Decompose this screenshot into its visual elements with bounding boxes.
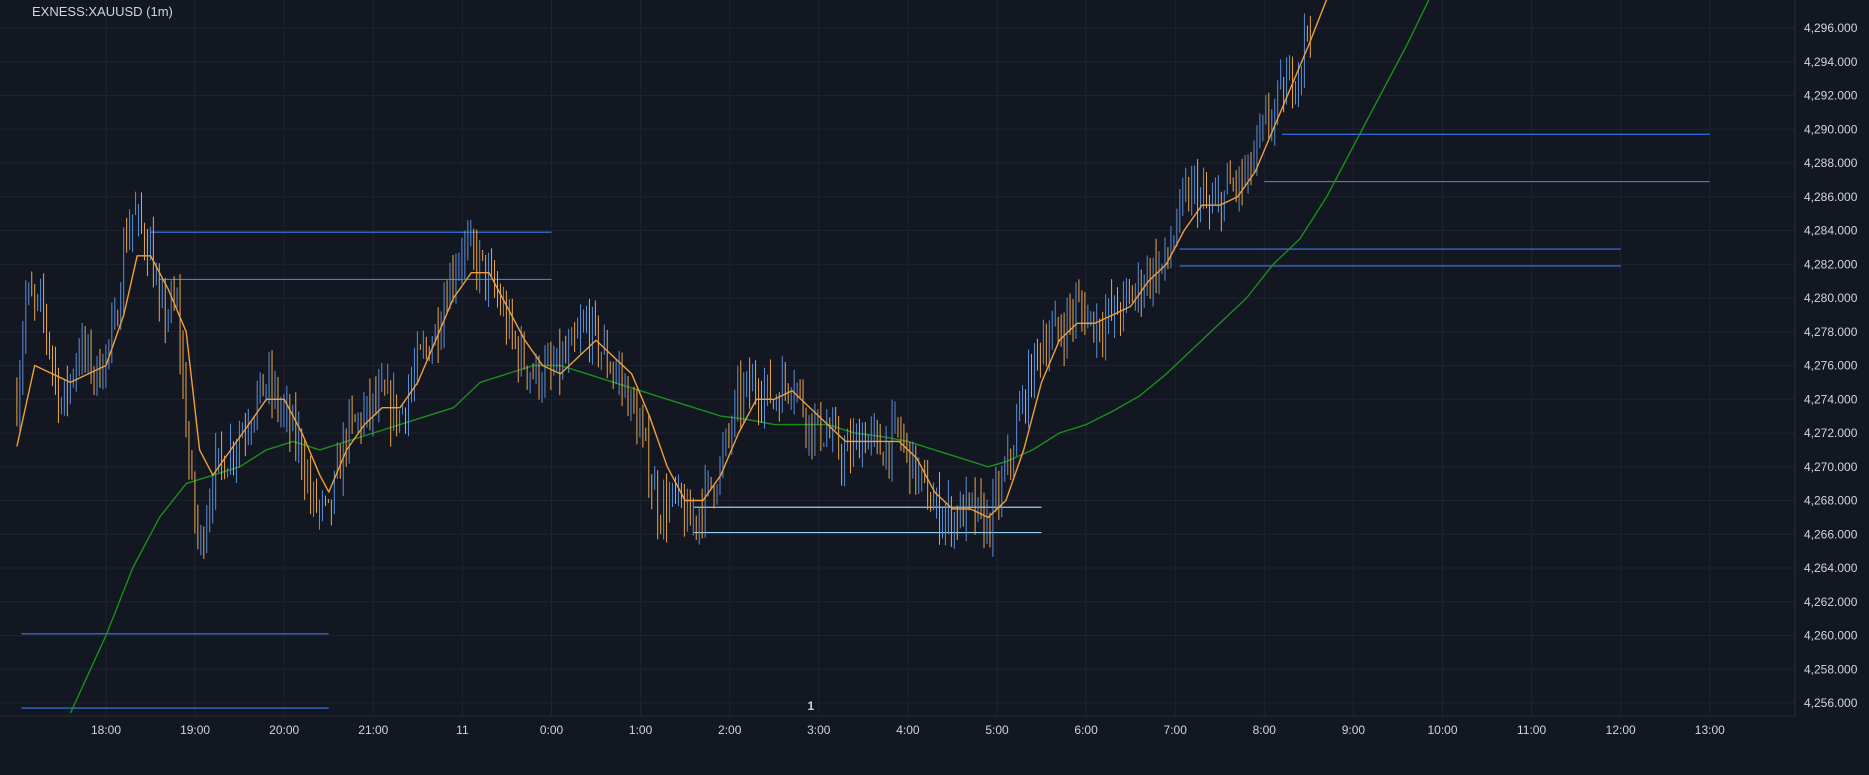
time-tick-label: 4:00 <box>896 723 920 737</box>
price-tick-label: 4,280.000 <box>1804 291 1858 305</box>
price-tick-label: 4,290.000 <box>1804 122 1858 136</box>
price-tick-label: 4,258.000 <box>1804 662 1858 676</box>
time-tick-label: 11:00 <box>1517 723 1546 737</box>
price-tick-label: 4,274.000 <box>1804 392 1858 406</box>
time-tick-label: 7:00 <box>1164 723 1188 737</box>
time-tick-label: 3:00 <box>807 723 831 737</box>
session-marker: 1 <box>807 699 814 713</box>
price-tick-label: 4,282.000 <box>1804 257 1858 271</box>
slow-ma-line <box>69 0 1430 714</box>
price-tick-label: 4,276.000 <box>1804 359 1858 373</box>
price-tick-label: 4,288.000 <box>1804 156 1858 170</box>
price-tick-label: 4,284.000 <box>1804 224 1858 238</box>
price-tick-label: 4,264.000 <box>1804 561 1858 575</box>
price-tick-label: 4,262.000 <box>1804 595 1858 609</box>
level-lines <box>21 133 1710 709</box>
price-tick-label: 4,256.000 <box>1804 696 1858 710</box>
fast-moving-average <box>16 0 1328 519</box>
time-tick-label: 5:00 <box>985 723 1009 737</box>
time-tick-label: 19:00 <box>180 723 210 737</box>
price-tick-label: 4,260.000 <box>1804 629 1858 643</box>
price-tick-label: 4,292.000 <box>1804 89 1858 103</box>
time-tick-label: 18:00 <box>91 723 121 737</box>
time-tick-label: 1:00 <box>629 723 653 737</box>
price-tick-label: 4,294.000 <box>1804 55 1858 69</box>
price-tick-label: 4,268.000 <box>1804 494 1858 508</box>
time-tick-label: 20:00 <box>269 723 299 737</box>
time-tick-label: 6:00 <box>1074 723 1098 737</box>
price-tick-label: 4,296.000 <box>1804 21 1858 35</box>
time-tick-label: 10:00 <box>1427 723 1457 737</box>
fast-ma-line <box>16 0 1328 519</box>
time-tick-label: 0:00 <box>540 723 564 737</box>
time-tick-label: 8:00 <box>1253 723 1277 737</box>
price-tick-label: 4,286.000 <box>1804 190 1858 204</box>
price-tick-label: 4,272.000 <box>1804 426 1858 440</box>
price-tick-label: 4,278.000 <box>1804 325 1858 339</box>
time-tick-label: 21:00 <box>358 723 388 737</box>
time-tick-label: 13:00 <box>1695 723 1725 737</box>
time-axis[interactable]: 18:00 19:00 20:00 21:00 11 0:00 1:00 2:00 3:00 4:… <box>0 699 1795 737</box>
price-axis[interactable]: 4,296.000 4,294.000 4,292.000 4,290.000 4,28… <box>1794 0 1858 716</box>
price-tick-label: 4,266.000 <box>1804 527 1858 541</box>
time-tick-label: 12:00 <box>1606 723 1636 737</box>
slow-moving-average <box>69 0 1430 714</box>
chart-title: EXNESS:XAUUSD (1m) <box>32 4 173 19</box>
time-tick-label: 9:00 <box>1342 723 1366 737</box>
time-tick-label: 11 <box>456 723 469 737</box>
time-tick-label: 2:00 <box>718 723 742 737</box>
price-tick-label: 4,270.000 <box>1804 460 1858 474</box>
